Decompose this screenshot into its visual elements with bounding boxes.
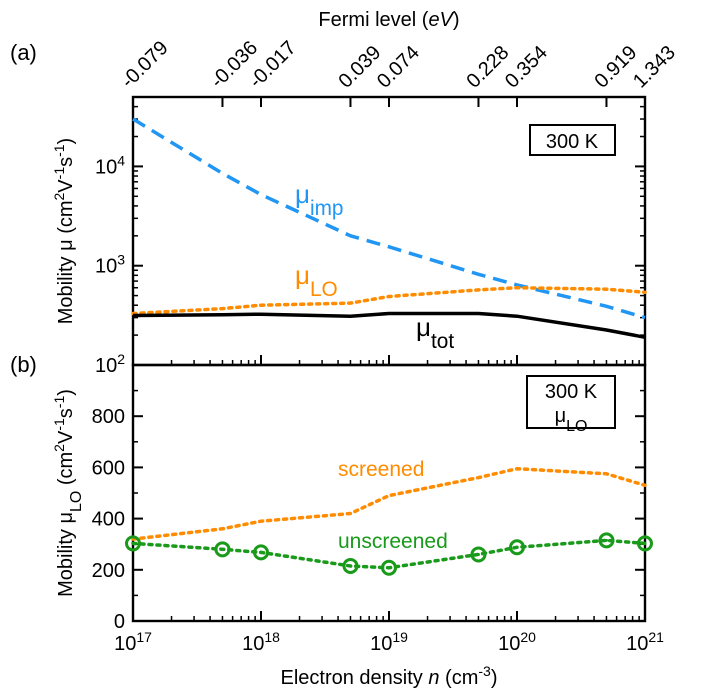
y-axis-title-b: Mobility μLO (cm2V-1s-1) [51,389,85,597]
marker-point [125,535,141,552]
series-line-imp [132,117,646,320]
x-tick-label: 1020 [498,629,536,655]
marker-point-center [476,552,480,556]
marker-point-center [643,541,647,545]
top-tick-label: 0.039 [334,42,385,93]
series-line-screened [131,466,647,541]
marker-point-center [220,547,224,551]
marker-point [598,532,615,549]
series-line-tot [132,311,646,340]
y-tick-label: 103 [95,252,125,278]
marker-point-center [515,545,519,549]
top-tick-label: 0.074 [373,42,424,93]
panel-label-a: (a) [10,40,37,65]
marker-point [637,535,653,552]
box-mu-lo-text: μLO [555,405,588,435]
marker-point [470,546,487,563]
box-300k-a [529,124,616,156]
x-axis-title: Electron density n (cm-3) [281,663,498,689]
marker-point [214,541,231,558]
x-tick-label: 1021 [626,629,664,655]
x-tick-label: 1019 [370,629,408,655]
y-tick-label: 800 [92,406,125,428]
marker-point [253,544,269,561]
marker-point [381,559,397,576]
top-tick-label: 1.343 [629,42,680,93]
label-unscreened: unscreened [338,530,448,553]
top-tick-label: 0.228 [462,42,513,93]
panel-label-b: (b) [10,352,37,377]
label-mu-tot: μtot [416,312,454,353]
label-mu-lo: μLO [295,260,338,301]
marker-point [342,557,359,574]
chart-marks [125,95,653,623]
box-300k-b [526,375,616,429]
y-tick-label: 0 [114,611,125,633]
top-tick-label: -0.079 [117,37,173,93]
box-300k-a-text: 300 K [546,131,599,153]
label-mu-imp: μimp [295,179,344,220]
x-tick-label: 1017 [114,629,152,655]
marker-point-center [387,566,391,570]
marker-point-center [604,538,608,542]
box-300k-b-text: 300 K [545,381,598,403]
y-tick-label: 200 [92,560,125,582]
series-line-LO [131,285,647,316]
x-tick-label: 1018 [242,629,280,655]
y-tick-label: 102 [95,351,125,377]
top-axis-title: Fermi level (eV) [318,9,459,31]
marker-point [509,539,525,556]
top-tick-label: 0.354 [501,42,552,93]
chart-labels: 1017 1018 1019 1020 1021-0.079 -0.036-0.017 0.… [10,9,680,689]
marker-point-center [131,541,135,545]
y-tick-label: 600 [92,457,125,479]
top-tick-label: 0.919 [590,42,641,93]
marker-point-center [259,550,263,554]
marker-point-center [348,564,352,568]
y-tick-label: 104 [95,152,125,178]
y-axis-title-a: Mobility μ (cm2V-1s-1) [51,138,77,324]
y-tick-label: 400 [92,509,125,531]
label-screened: screened [338,458,424,481]
